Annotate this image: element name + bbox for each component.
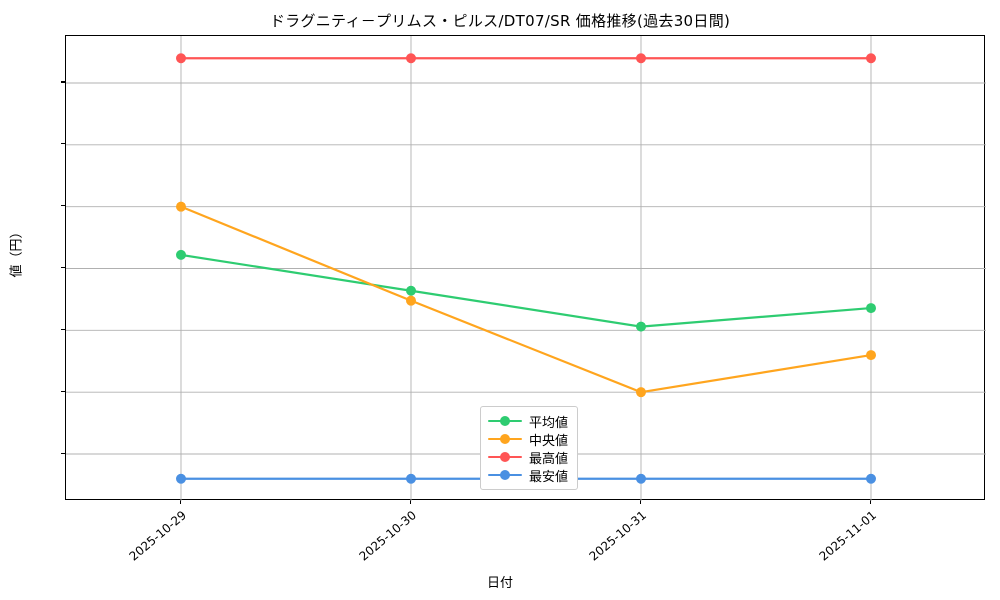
data-point-marker xyxy=(176,53,186,64)
data-point-marker xyxy=(636,53,646,64)
legend-label: 最安値 xyxy=(529,469,569,485)
legend-dot-icon xyxy=(500,470,510,480)
y-tick-mark xyxy=(61,81,65,83)
data-point-marker xyxy=(866,303,876,314)
chart-title: ドラグニティ－プリムス・ピルス/DT07/SR 価格推移(過去30日間) xyxy=(269,12,731,30)
legend-item[interactable]: 最高値 xyxy=(488,448,569,467)
legend-item[interactable]: 最安値 xyxy=(488,466,569,485)
legend-dot-icon xyxy=(500,452,510,462)
data-point-marker xyxy=(406,53,416,64)
legend-item[interactable]: 平均値 xyxy=(488,412,569,431)
legend-swatch-icon xyxy=(488,432,522,446)
y-tick-mark xyxy=(61,390,65,392)
data-point-marker xyxy=(406,285,416,296)
legend-dot-icon xyxy=(500,416,510,426)
legend-label: 中央値 xyxy=(529,433,569,449)
series-lines xyxy=(179,57,873,480)
series-line xyxy=(179,253,873,328)
y-tick-mark xyxy=(61,267,65,269)
data-point-marker xyxy=(636,387,646,398)
y-tick-mark xyxy=(61,205,65,207)
legend-swatch-icon xyxy=(488,450,522,464)
series-line xyxy=(179,205,873,394)
series-markers xyxy=(176,53,876,484)
legend-dot-icon xyxy=(500,434,510,444)
legend-swatch-icon xyxy=(488,468,522,482)
data-point-marker xyxy=(176,249,186,260)
y-tick-mark xyxy=(61,143,65,145)
x-tick-mark xyxy=(869,500,871,504)
y-axis-label: 値（円） xyxy=(9,225,25,278)
data-point-marker xyxy=(866,53,876,64)
data-point-marker xyxy=(406,473,416,484)
x-tick-mark xyxy=(179,500,181,504)
x-axis-label: 日付 xyxy=(486,576,513,591)
data-point-marker xyxy=(866,350,876,361)
data-point-marker xyxy=(176,201,186,212)
x-tick-mark xyxy=(639,500,641,504)
data-point-marker xyxy=(176,473,186,484)
y-tick-mark xyxy=(61,328,65,330)
plot-svg xyxy=(66,36,986,501)
y-tick-mark xyxy=(61,452,65,454)
legend-label: 最高値 xyxy=(529,451,569,467)
legend-swatch-icon xyxy=(488,414,522,428)
gridlines xyxy=(66,36,986,501)
data-point-marker xyxy=(636,473,646,484)
chart-legend: 平均値中央値最高値最安値 xyxy=(480,406,579,490)
data-point-marker xyxy=(636,321,646,332)
x-tick-mark xyxy=(409,500,411,504)
data-point-marker xyxy=(866,473,876,484)
legend-label: 平均値 xyxy=(529,415,569,431)
data-point-marker xyxy=(406,295,416,306)
legend-item[interactable]: 中央値 xyxy=(488,430,569,449)
